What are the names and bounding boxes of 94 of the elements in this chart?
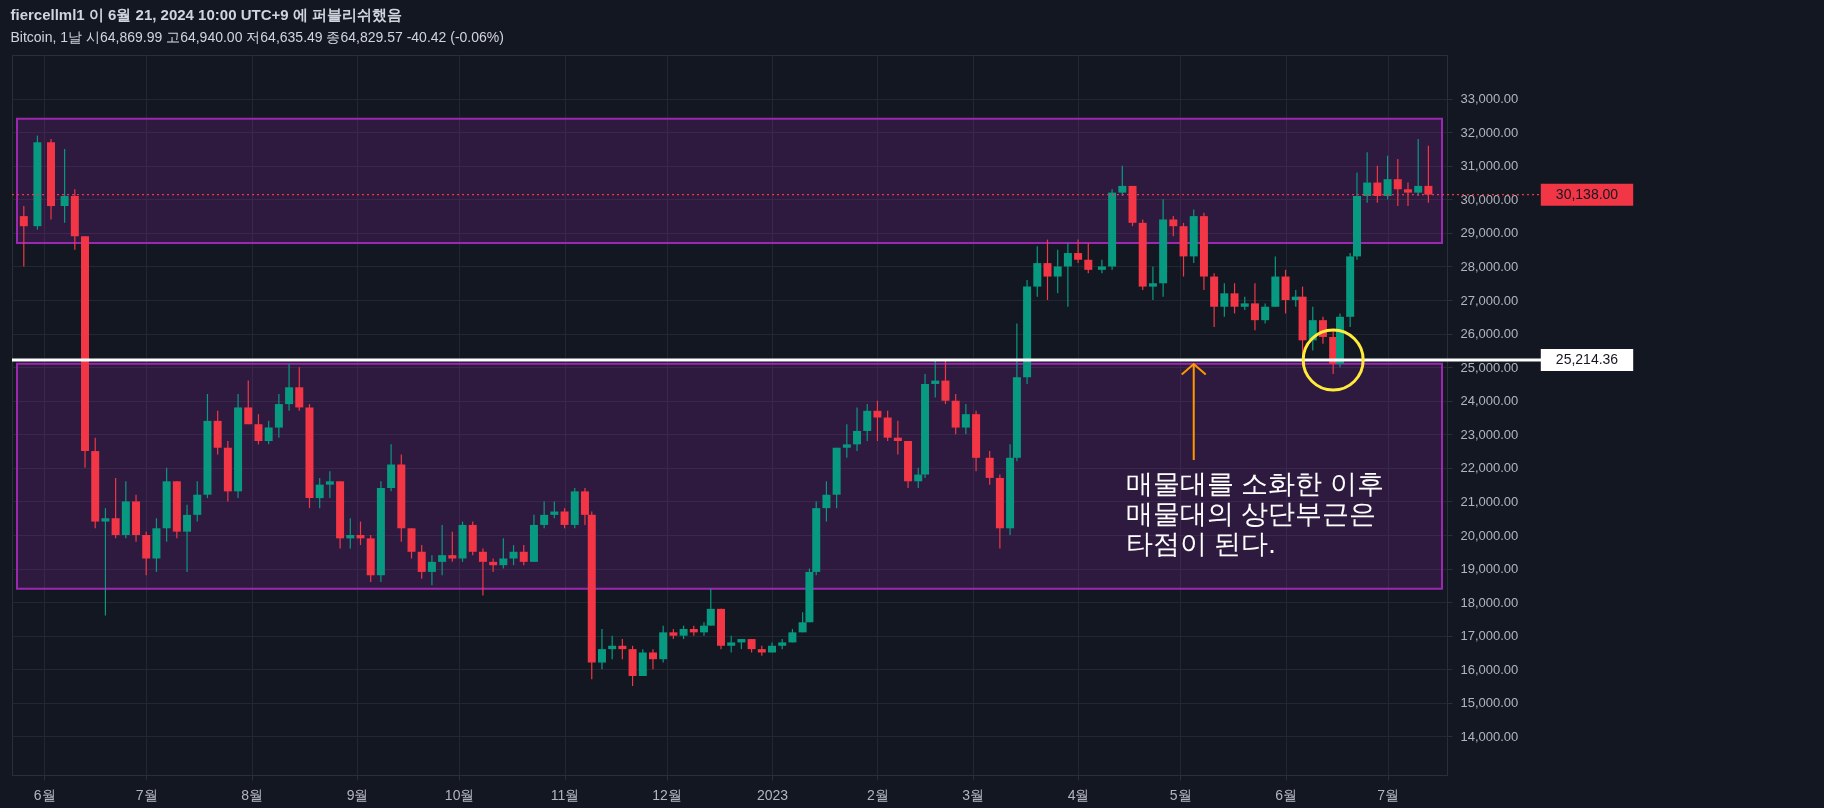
candlestick bbox=[1053, 249, 1062, 294]
candlestick bbox=[873, 400, 882, 442]
candlestick bbox=[985, 450, 994, 486]
candlestick bbox=[853, 406, 862, 452]
candlestick bbox=[407, 527, 416, 560]
candlestick bbox=[264, 420, 273, 445]
candlestick bbox=[387, 443, 396, 492]
candlestick bbox=[1063, 242, 1072, 308]
candlestick bbox=[111, 477, 120, 539]
ref-line-label: 25,214.36 bbox=[1555, 350, 1619, 367]
candlestick bbox=[274, 393, 283, 439]
candlestick bbox=[1363, 151, 1372, 204]
x-tick-label: 11월 bbox=[550, 786, 580, 803]
chart-subtitle: Bitcoin, 1날 시64,869.99 고64,940.00 저64,635.49 종64,829.57 -40.42 (-0.06%) bbox=[10, 29, 504, 45]
candlestick bbox=[1414, 138, 1423, 197]
candlestick bbox=[285, 363, 294, 412]
x-tick-label: 2023 bbox=[756, 786, 789, 803]
y-tick-label: 27,000.00 bbox=[1460, 292, 1519, 308]
candlestick bbox=[478, 547, 487, 597]
y-tick-label: 26,000.00 bbox=[1460, 326, 1519, 342]
y-tick-label: 20,000.00 bbox=[1460, 527, 1519, 543]
candlestick bbox=[638, 648, 647, 677]
y-tick-label: 33,000.00 bbox=[1460, 91, 1519, 107]
candlestick bbox=[1281, 269, 1290, 315]
candlestick bbox=[1097, 259, 1106, 274]
candlestick bbox=[427, 554, 436, 586]
candlestick bbox=[597, 628, 606, 670]
y-tick-label: 22,000.00 bbox=[1460, 460, 1519, 476]
candlestick bbox=[438, 524, 447, 576]
y-tick-label: 23,000.00 bbox=[1460, 426, 1519, 442]
y-tick-label: 14,000.00 bbox=[1460, 728, 1519, 744]
candlestick bbox=[101, 507, 110, 617]
candlestick bbox=[941, 359, 950, 405]
candlestick bbox=[60, 148, 69, 224]
y-tick-label: 16,000.00 bbox=[1460, 661, 1519, 677]
x-tick-label: 12월 bbox=[652, 786, 682, 803]
y-tick-label: 32,000.00 bbox=[1460, 124, 1519, 140]
x-tick-label: 7월 bbox=[135, 786, 158, 803]
candlestick bbox=[315, 477, 324, 509]
chart-title: fiercellml1 이 6월 21, 2024 10:00 UTC+9 에 퍼블리쉬했음 bbox=[10, 6, 402, 23]
candlestick bbox=[417, 544, 426, 580]
x-tick-label: 6월 bbox=[33, 786, 56, 803]
candlestick bbox=[1033, 245, 1042, 298]
candlestick bbox=[1169, 215, 1178, 237]
candlestick bbox=[842, 423, 851, 459]
y-tick-label: 29,000.00 bbox=[1460, 225, 1519, 241]
candlestick bbox=[822, 480, 831, 523]
candlestick bbox=[19, 205, 28, 268]
x-tick-label: 7월 bbox=[1377, 786, 1399, 803]
y-tick-label: 28,000.00 bbox=[1460, 258, 1519, 274]
candlestick bbox=[519, 544, 528, 566]
candlestick bbox=[1383, 155, 1392, 200]
y-tick-label: 18,000.00 bbox=[1460, 594, 1519, 610]
candlestick bbox=[1118, 165, 1127, 197]
y-tick-label: 25,000.00 bbox=[1460, 359, 1519, 375]
candlestick bbox=[254, 413, 263, 445]
candlestick bbox=[863, 403, 872, 442]
candlestick bbox=[1250, 282, 1259, 331]
y-tick-label: 24,000.00 bbox=[1460, 393, 1519, 409]
x-tick-label: 4월 bbox=[1067, 786, 1090, 803]
candlestick bbox=[499, 537, 508, 570]
candlestick bbox=[1148, 265, 1157, 301]
candlestick bbox=[560, 507, 569, 529]
y-tick-label: 19,000.00 bbox=[1460, 561, 1519, 577]
candlestick bbox=[193, 480, 202, 523]
candlestick bbox=[648, 648, 657, 670]
ref-line-label: 30,138.00 bbox=[1555, 185, 1619, 202]
y-tick-label: 31,000.00 bbox=[1460, 158, 1519, 174]
candlestick bbox=[883, 410, 892, 442]
x-tick-label: 2월 bbox=[867, 786, 889, 803]
y-tick-label: 17,000.00 bbox=[1460, 628, 1519, 644]
candlestick bbox=[1220, 282, 1229, 318]
candlestick bbox=[295, 366, 304, 412]
x-tick-label: 10월 bbox=[444, 786, 475, 803]
candlestick bbox=[1074, 239, 1083, 264]
x-tick-label: 6월 bbox=[1275, 786, 1297, 803]
x-tick-label: 9월 bbox=[346, 786, 369, 803]
candlestick bbox=[1261, 302, 1270, 325]
y-tick-label: 30,000.00 bbox=[1460, 191, 1519, 207]
annotation: 매물대를 소화한 이후 매물대의 상단부근은 타점이 된다. bbox=[1125, 468, 1384, 559]
x-tick-label: 5월 bbox=[1169, 786, 1192, 803]
candlestick bbox=[183, 504, 192, 573]
y-tick-label: 21,000.00 bbox=[1460, 493, 1519, 509]
candlestick bbox=[540, 500, 549, 529]
x-tick-label: 3월 bbox=[962, 786, 985, 803]
x-tick-label: 8월 bbox=[241, 786, 264, 803]
candlestick bbox=[961, 403, 970, 435]
candlestick bbox=[142, 531, 151, 576]
candlestick bbox=[325, 470, 334, 499]
candlestick bbox=[1043, 239, 1052, 301]
candlestick bbox=[1230, 282, 1239, 315]
candlestick bbox=[244, 379, 253, 425]
candlestick bbox=[1084, 242, 1093, 274]
y-tick-label: 15,000.00 bbox=[1460, 695, 1519, 711]
